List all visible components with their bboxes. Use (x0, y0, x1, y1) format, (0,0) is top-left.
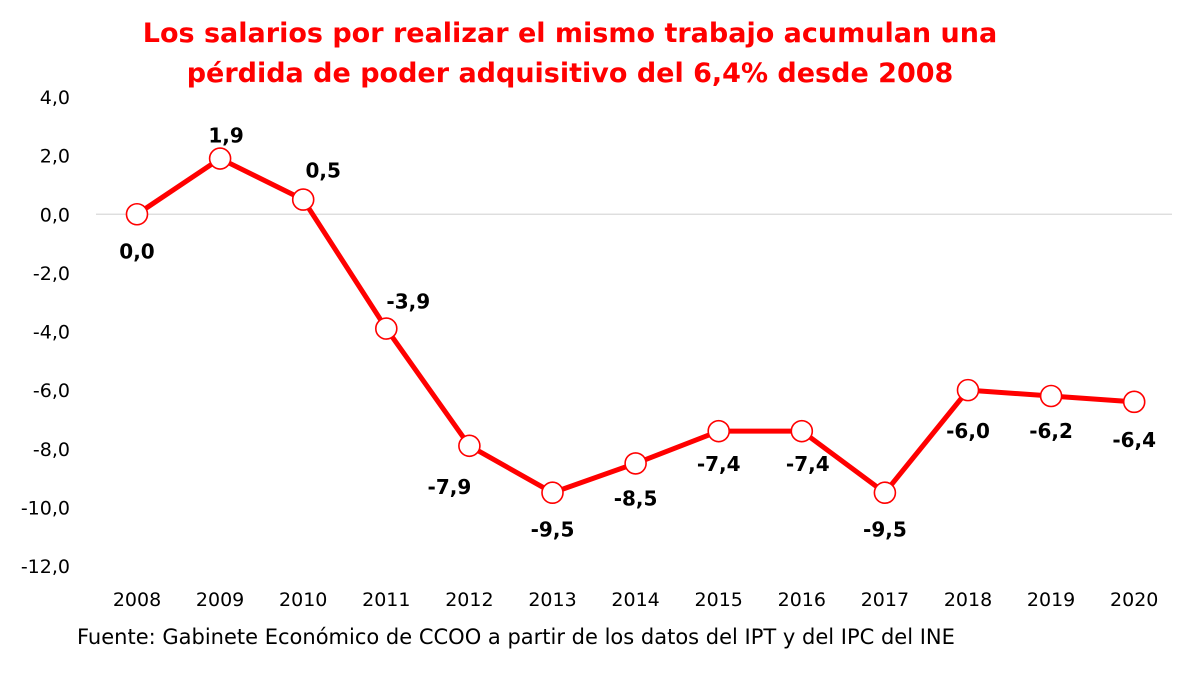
y-tick-label: -6,0 (33, 380, 70, 402)
data-label: -7,9 (428, 475, 472, 499)
data-point (374, 317, 398, 340)
x-tick-label: 2019 (1027, 589, 1075, 611)
x-tick-label: 2015 (695, 589, 743, 611)
x-tick-label: 2017 (861, 589, 909, 611)
data-point (707, 419, 731, 443)
x-tick-label: 2012 (445, 589, 493, 611)
x-tick-label: 2008 (113, 589, 161, 611)
y-tick-label: 4,0 (40, 87, 70, 109)
data-label: -8,5 (614, 486, 658, 510)
data-point (790, 419, 814, 443)
data-label: -6,4 (1112, 428, 1156, 452)
data-label: 1,9 (208, 124, 243, 148)
data-label: -7,4 (697, 452, 741, 476)
data-label: -6,0 (946, 419, 990, 443)
x-tick-label: 2011 (362, 589, 410, 611)
x-tick-label: 2013 (528, 589, 576, 611)
data-point (125, 202, 149, 226)
x-tick-label: 2014 (611, 589, 659, 611)
data-point (541, 481, 564, 505)
chart-title-line-2: pérdida de poder adquisitivo del 6,4% de… (186, 58, 954, 89)
data-label: -3,9 (386, 290, 430, 314)
y-tick-label: -4,0 (33, 322, 70, 344)
data-point (956, 378, 980, 402)
y-tick-label: -12,0 (21, 556, 70, 578)
data-label: 0,5 (305, 159, 340, 183)
x-tick-label: 2009 (196, 589, 244, 611)
y-tick-label: -2,0 (33, 263, 70, 285)
data-point (208, 147, 232, 170)
data-label: -9,5 (863, 518, 907, 542)
y-tick-label: -8,0 (33, 439, 70, 461)
data-label: -9,5 (531, 518, 575, 542)
data-point (873, 481, 897, 505)
x-tick-label: 2016 (778, 589, 826, 611)
x-tick-label: 2018 (944, 589, 992, 611)
data-point (1122, 390, 1146, 414)
y-tick-label: 0,0 (40, 204, 70, 226)
y-tick-label: 2,0 (40, 146, 70, 168)
line-chart: 4,0 2,0 0,0 -2,0 -4,0 -6,0 -8,0 -10,0 -12,0 2008 2… (21, 87, 1172, 611)
data-point (1039, 384, 1063, 408)
data-label: 0,0 (119, 239, 154, 263)
data-point (458, 434, 481, 458)
data-label: -7,4 (786, 452, 830, 476)
data-label: -6,2 (1029, 419, 1073, 443)
x-tick-label: 2010 (279, 589, 327, 611)
data-point (291, 188, 315, 211)
chart-title: Los salarios por realizar el mismo traba… (0, 14, 1140, 94)
data-point (624, 452, 647, 475)
x-tick-label: 2020 (1110, 589, 1158, 611)
y-tick-label: -10,0 (21, 497, 70, 519)
chart-title-line-1: Los salarios por realizar el mismo traba… (142, 18, 998, 49)
source-note: Fuente: Gabinete Económico de CCOO a par… (77, 625, 955, 649)
